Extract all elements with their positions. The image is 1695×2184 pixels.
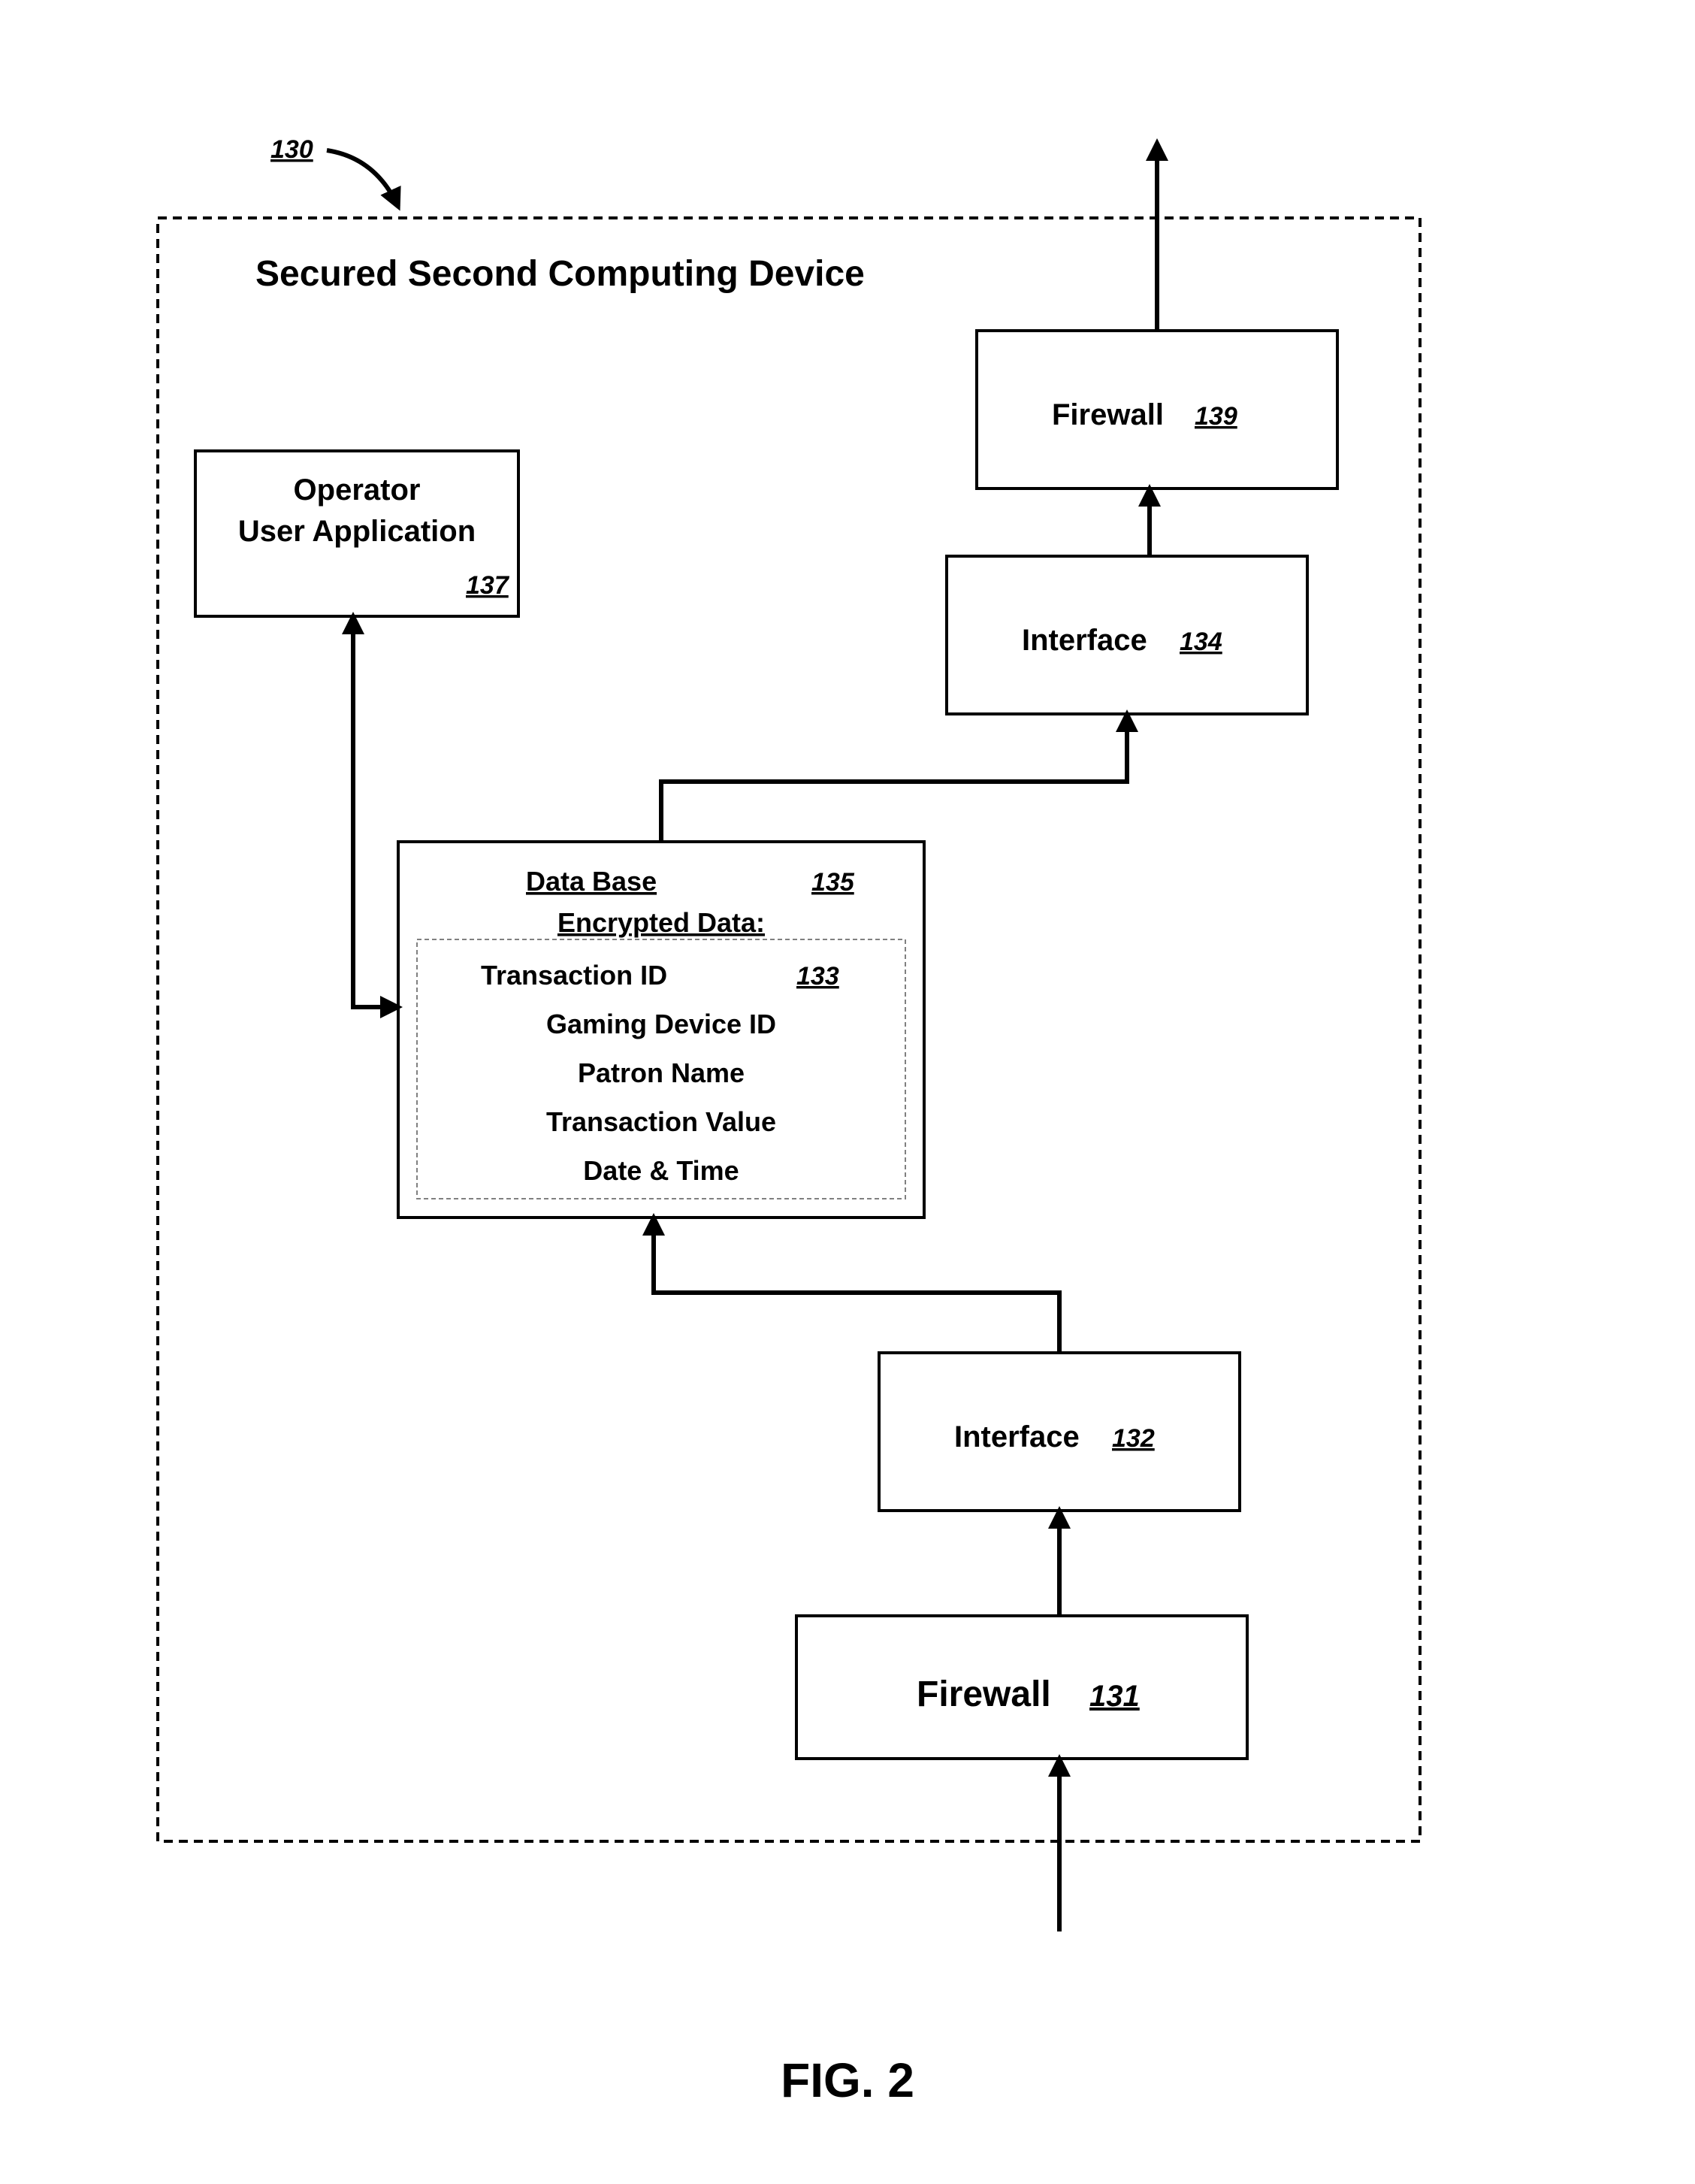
arrow-operator-db bbox=[353, 616, 398, 1007]
outer-ref-pointer bbox=[327, 150, 398, 207]
db-field-0: Transaction ID bbox=[481, 960, 667, 991]
interface-top-label: Interface bbox=[1022, 624, 1147, 657]
operator-line2: User Application bbox=[238, 515, 476, 548]
database-subtitle: Encrypted Data: bbox=[557, 907, 765, 938]
db-field-4: Date & Time bbox=[583, 1155, 739, 1186]
db-field-3: Transaction Value bbox=[546, 1106, 776, 1137]
interface-top-ref: 134 bbox=[1180, 628, 1222, 656]
firewall-top-label: Firewall bbox=[1052, 398, 1164, 431]
firewall-bottom-ref: 131 bbox=[1089, 1680, 1140, 1713]
firewall-bottom-label: Firewall bbox=[917, 1674, 1051, 1714]
outer-ref-label: 130 bbox=[270, 135, 313, 164]
database-title: Data Base bbox=[526, 866, 657, 897]
figure-caption: FIG. 2 bbox=[781, 2053, 914, 2107]
db-field-2: Patron Name bbox=[578, 1057, 745, 1088]
diagram-canvas: Secured Second Computing Device 130 Fire… bbox=[0, 0, 1695, 2184]
interface-bottom-label: Interface bbox=[954, 1420, 1080, 1453]
database-ref: 135 bbox=[811, 868, 855, 897]
operator-line1: Operator bbox=[294, 473, 421, 507]
database-inner-ref: 133 bbox=[796, 962, 839, 991]
interface-bottom-ref: 132 bbox=[1112, 1424, 1155, 1453]
firewall-top-ref: 139 bbox=[1195, 402, 1237, 431]
operator-ref: 137 bbox=[466, 571, 510, 600]
db-field-1: Gaming Device ID bbox=[546, 1009, 776, 1039]
arrow-db-if134 bbox=[661, 714, 1127, 842]
arrow-if132-db bbox=[654, 1218, 1059, 1353]
outer-title: Secured Second Computing Device bbox=[255, 254, 865, 294]
